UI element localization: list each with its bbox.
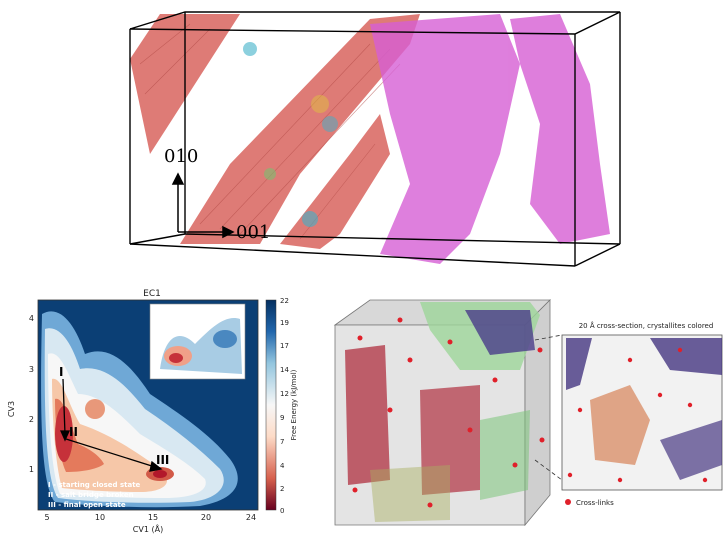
y-tick: 4 [29, 314, 34, 323]
polymer-cube-figure: 20 Å cross-section, crystallites colored… [333, 299, 723, 527]
simulation-box-figure: 010 001 [129, 11, 621, 267]
crosslink-legend-icon [565, 499, 571, 505]
state-marker-iii: III [156, 453, 169, 467]
crystal-axes [171, 172, 235, 239]
colorbar-tick: 17 [280, 342, 289, 350]
polymer-cube-panel: 20 Å cross-section, crystallites colored… [330, 290, 727, 530]
x-tick: 24 [246, 513, 256, 522]
state-marker-ii: II [69, 425, 78, 439]
cross-section-crosslinks [567, 347, 708, 483]
transition-path [59, 378, 163, 472]
y-tick: 2 [29, 415, 34, 424]
state-marker-i: I [59, 365, 63, 379]
free-energy-figure: EC1 I II III [7, 289, 298, 534]
x-tick: 10 [95, 513, 105, 522]
legend-line-3: III - final open state [48, 501, 126, 509]
cross-section-view [561, 334, 723, 491]
x-tick: 5 [44, 513, 49, 522]
simulation-box-panel: 010 001 [120, 4, 645, 272]
zoom-connectors [534, 334, 563, 481]
state-legend: I - starting closed state II - salt brid… [48, 481, 141, 509]
mixed-cluster [243, 42, 338, 227]
plot-title: EC1 [143, 289, 161, 299]
x-tick: 15 [148, 513, 158, 522]
inset-plot [149, 303, 246, 380]
x-axis: 5 10 15 20 24 [44, 513, 256, 522]
y-axis: 1 2 3 4 [29, 314, 34, 474]
legend-line-2: II - salt bridge broken [48, 491, 134, 499]
colorbar-tick: 2 [280, 485, 284, 493]
colorbar-tick: 0 [280, 507, 284, 515]
colorbar-tick: 19 [280, 319, 289, 327]
plot-frame [37, 299, 259, 511]
legend-line-1: I - starting closed state [48, 481, 141, 489]
colorbar-tick: 14 [280, 366, 289, 374]
axis-label-010: 010 [164, 146, 198, 167]
crosslink-legend-label: Cross-links [576, 499, 614, 507]
polymer-cube [333, 299, 551, 527]
x-axis-label: CV1 (Å) [133, 523, 163, 534]
colorbar-tick: 22 [280, 297, 289, 305]
y-axis-label: CV3 [7, 401, 16, 417]
free-energy-panel: EC1 I II III [0, 284, 300, 536]
amorphous-region [370, 14, 610, 264]
colorbar-tick: 9 [280, 414, 284, 422]
axis-label-001: 001 [236, 222, 270, 243]
colorbar-tick: 7 [280, 438, 284, 446]
colorbar-label: Free Energy (kJ/mol) [290, 369, 298, 440]
cross-section-title: 20 Å cross-section, crystallites colored [579, 321, 714, 330]
crosslink-markers [352, 317, 545, 508]
x-tick: 20 [201, 513, 211, 522]
colorbar-tick: 4 [280, 462, 285, 470]
colorbar-ticks: 0 2 4 7 9 12 14 17 19 22 [280, 297, 289, 515]
colorbar-tick: 12 [280, 390, 289, 398]
y-tick: 1 [29, 465, 34, 474]
box-wireframe [129, 11, 621, 267]
y-tick: 3 [29, 365, 34, 374]
energy-contours [41, 311, 238, 508]
colorbar [265, 299, 277, 511]
